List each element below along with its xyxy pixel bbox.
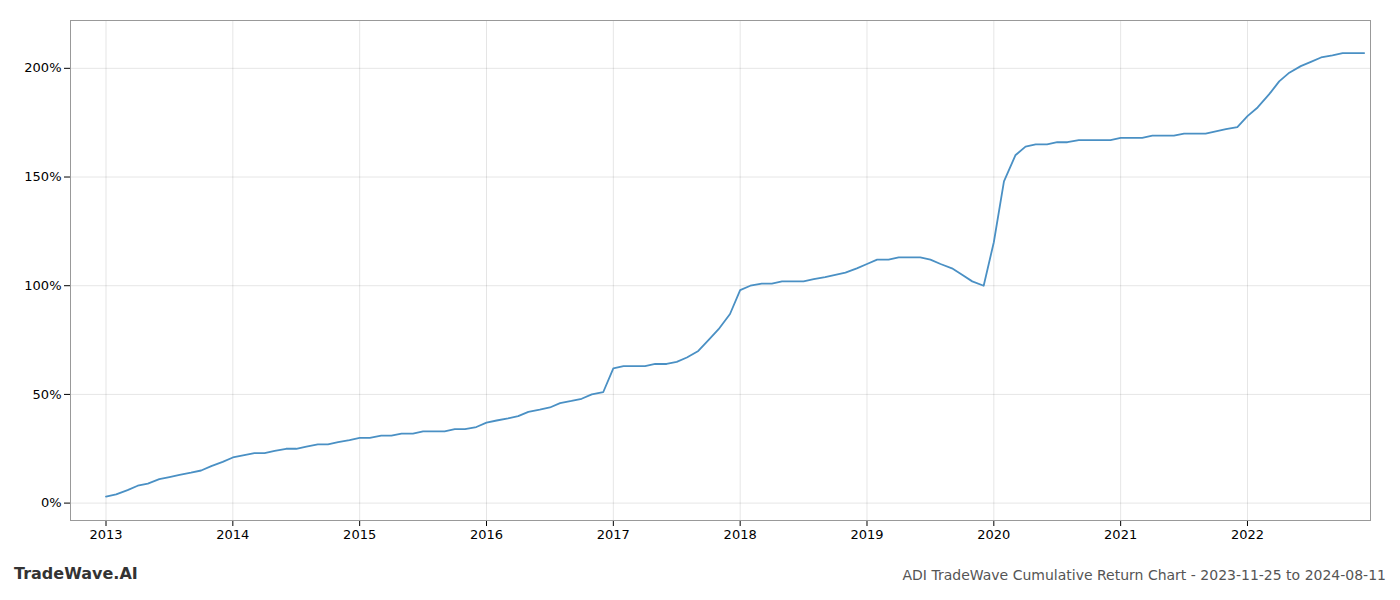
svg-text:2015: 2015	[343, 527, 376, 542]
svg-text:2014: 2014	[216, 527, 249, 542]
svg-text:0%: 0%	[41, 495, 62, 510]
svg-text:2018: 2018	[724, 527, 757, 542]
svg-text:2021: 2021	[1104, 527, 1137, 542]
svg-text:2020: 2020	[977, 527, 1010, 542]
html-text:TradeWave.AI: TradeWave.AI	[14, 564, 138, 583]
svg-text:50%: 50%	[33, 387, 62, 402]
svg-text:150%: 150%	[24, 169, 61, 184]
svg-text:200%: 200%	[24, 60, 61, 75]
html-text:ADI TradeWave Cumulative Retur: ADI TradeWave Cumulative Return Chart - …	[902, 567, 1386, 583]
svg-text:2017: 2017	[597, 527, 630, 542]
svg-text:2022: 2022	[1231, 527, 1264, 542]
svg-text:2019: 2019	[850, 527, 883, 542]
svg-text:100%: 100%	[24, 278, 61, 293]
svg-text:2013: 2013	[89, 527, 122, 542]
svg-text:2016: 2016	[470, 527, 503, 542]
